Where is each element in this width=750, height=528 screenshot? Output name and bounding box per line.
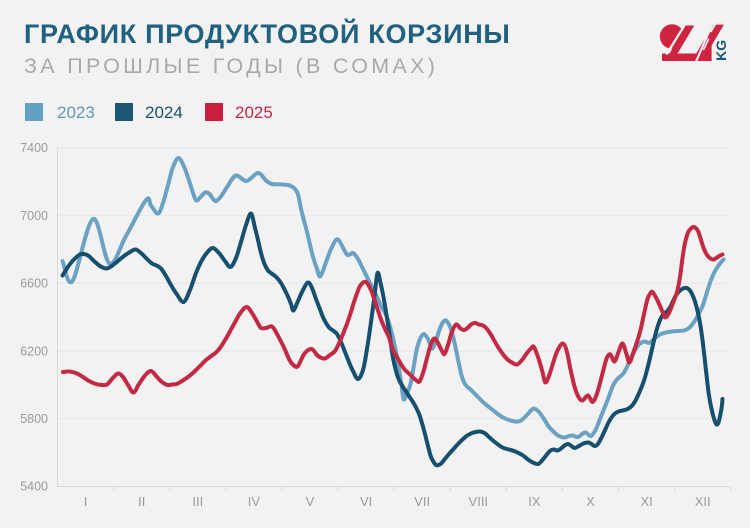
- svg-text:7400: 7400: [20, 141, 48, 155]
- svg-text:II: II: [138, 494, 145, 509]
- svg-text:5800: 5800: [20, 412, 48, 426]
- svg-text:III: III: [192, 494, 203, 509]
- svg-text:XI: XI: [640, 494, 652, 509]
- svg-text:6600: 6600: [20, 277, 48, 291]
- svg-text:I: I: [84, 494, 88, 509]
- svg-text:7000: 7000: [20, 209, 48, 223]
- svg-text:KG: KG: [713, 40, 729, 61]
- svg-text:VIII: VIII: [469, 494, 489, 509]
- svg-text:V: V: [306, 494, 315, 509]
- svg-text:VII: VII: [414, 494, 430, 509]
- svg-text:VI: VI: [360, 494, 372, 509]
- svg-text:IX: IX: [528, 494, 541, 509]
- svg-text:5400: 5400: [20, 480, 48, 494]
- svg-text:6200: 6200: [20, 344, 48, 358]
- svg-text:XII: XII: [695, 494, 711, 509]
- svg-text:IV: IV: [248, 494, 261, 509]
- svg-text:X: X: [586, 494, 595, 509]
